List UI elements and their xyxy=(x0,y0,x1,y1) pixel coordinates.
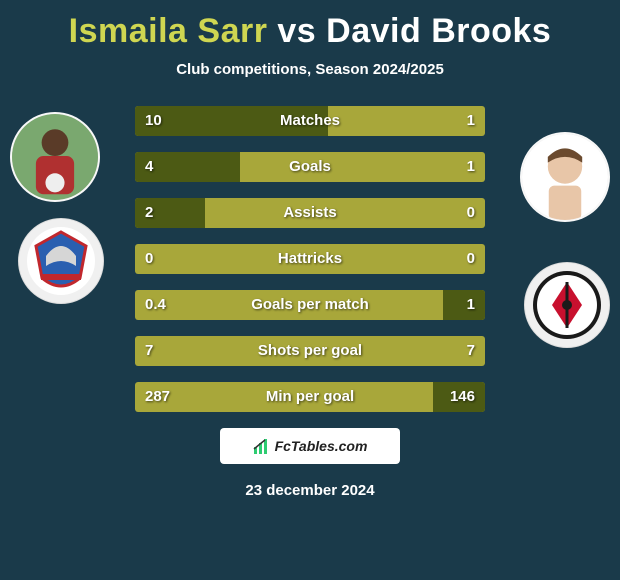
stat-row: 0.4Goals per match1 xyxy=(135,290,485,320)
stat-row: 287Min per goal146 xyxy=(135,382,485,412)
player-a-club-crest xyxy=(18,218,104,304)
title-player-b: David Brooks xyxy=(326,12,551,50)
player-a-photo xyxy=(10,112,100,202)
stat-row: 2Assists0 xyxy=(135,198,485,228)
stat-value-right: 1 xyxy=(467,152,475,182)
chart-icon xyxy=(253,437,271,455)
title-vs: vs xyxy=(267,12,326,50)
stat-row: 10Matches1 xyxy=(135,106,485,136)
player-b-photo xyxy=(520,132,610,222)
site-branding: FcTables.com xyxy=(220,428,400,464)
stat-row: 7Shots per goal7 xyxy=(135,336,485,366)
title-player-a: Ismaila Sarr xyxy=(69,12,268,50)
stat-metric: Min per goal xyxy=(135,382,485,412)
stat-metric: Hattricks xyxy=(135,244,485,274)
site-name: FcTables.com xyxy=(275,438,368,454)
subtitle: Club competitions, Season 2024/2025 xyxy=(0,61,620,78)
player-b-club-crest xyxy=(524,262,610,348)
stat-value-right: 146 xyxy=(450,382,475,412)
stat-value-right: 0 xyxy=(467,198,475,228)
stat-metric: Goals per match xyxy=(135,290,485,320)
stat-row: 4Goals1 xyxy=(135,152,485,182)
stat-row: 0Hattricks0 xyxy=(135,244,485,274)
stat-value-right: 0 xyxy=(467,244,475,274)
stat-metric: Matches xyxy=(135,106,485,136)
stat-value-right: 7 xyxy=(467,336,475,366)
stat-metric: Assists xyxy=(135,198,485,228)
page-title: Ismaila Sarr vs David Brooks xyxy=(0,0,620,51)
comparison-panel: 10Matches14Goals12Assists00Hattricks00.4… xyxy=(0,106,620,412)
stat-value-right: 1 xyxy=(467,106,475,136)
stat-rows: 10Matches14Goals12Assists00Hattricks00.4… xyxy=(135,106,485,412)
date-label: 23 december 2024 xyxy=(0,482,620,499)
stat-metric: Goals xyxy=(135,152,485,182)
stat-value-right: 1 xyxy=(467,290,475,320)
stat-metric: Shots per goal xyxy=(135,336,485,366)
